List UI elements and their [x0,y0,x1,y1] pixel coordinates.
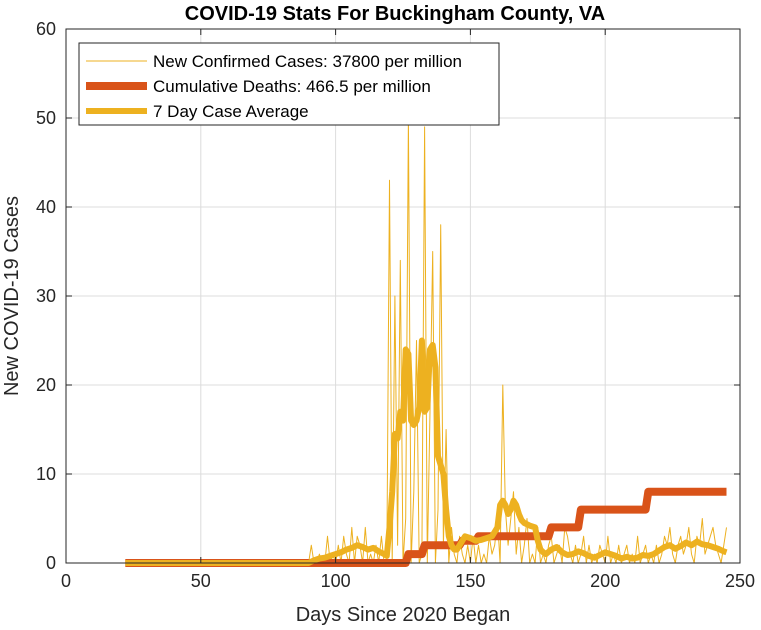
ticks: 0 50 100 150 200 250 0 10 20 30 40 50 60 [36,19,755,591]
y-tick-label: 20 [36,375,56,395]
y-tick-label: 40 [36,197,56,217]
legend-item-cumulative-deaths-label: Cumulative Deaths: 466.5 per million [153,77,431,96]
y-tick-label: 50 [36,108,56,128]
x-tick-label: 200 [590,571,620,591]
y-tick-label: 0 [46,553,56,573]
y-tick-label: 10 [36,464,56,484]
legend-box [78,42,500,126]
x-tick-label: 250 [725,571,755,591]
x-axis-label: Days Since 2020 Began [296,604,511,626]
x-tick-label: 0 [61,571,71,591]
series-new-cases-line [125,117,727,564]
x-tick-label: 50 [191,571,211,591]
series-7day-average-line [125,337,728,566]
x-tick-label: 150 [455,571,485,591]
x-tick-label: 100 [321,571,351,591]
legend: New Confirmed Cases: 37800 per million Cu… [78,42,500,126]
legend-item-new-cases-label: New Confirmed Cases: 37800 per million [153,52,462,71]
legend-item-7day-average-label: 7 Day Case Average [153,102,309,121]
y-tick-label: 30 [36,286,56,306]
y-tick-label: 60 [36,19,56,39]
y-axis-label: New COVID-19 Cases [1,196,23,396]
chart-title: COVID-19 Stats For Buckingham County, VA [185,3,605,25]
series-layer [125,117,728,567]
